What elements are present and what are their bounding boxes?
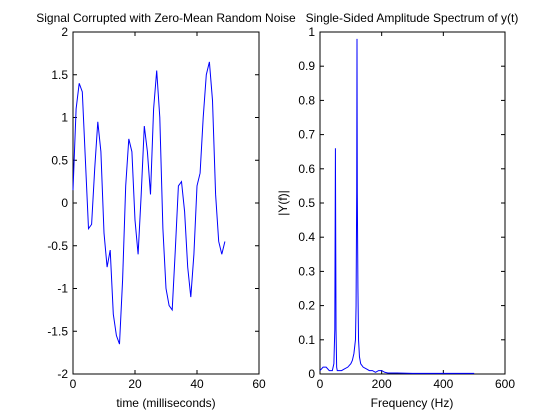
right-chart-title: Single-Sided Amplitude Spectrum of y(t) xyxy=(306,11,519,25)
left-y-tick-label: 2 xyxy=(61,25,68,39)
right-y-tick-label: 0 xyxy=(308,367,315,381)
left-signal-line xyxy=(72,61,226,345)
right-y-tick-label: 0.4 xyxy=(298,230,315,244)
right-x-tick-label: 400 xyxy=(433,377,453,391)
right-y-axis-label: |Y(f)| xyxy=(276,190,290,216)
right-x-tick-label: 200 xyxy=(372,377,392,391)
left-x-tick-label: 0 xyxy=(70,377,77,391)
right-y-tick-label: 0.9 xyxy=(298,59,315,73)
right-axes-ticks: 0 200 400 600 0 0.1 0.2 0.3 0.4 0.5 0.6 0.7 0.8 0.9 1 xyxy=(298,25,515,391)
left-y-tick-label: 0 xyxy=(61,196,68,210)
left-y-tick-label: -1.5 xyxy=(47,324,68,338)
right-y-tick-label: 0.8 xyxy=(298,93,315,107)
left-y-tick-label: 1.5 xyxy=(51,68,68,82)
left-x-tick-label: 20 xyxy=(128,377,142,391)
right-y-tick-label: 0.1 xyxy=(298,333,315,347)
left-chart-title: Signal Corrupted with Zero-Mean Random N… xyxy=(36,11,296,25)
left-y-tick-label: -1 xyxy=(57,282,68,296)
left-y-tick-label: -0.5 xyxy=(47,239,68,253)
right-y-tick-label: 0.5 xyxy=(298,196,315,210)
right-x-tick-label: 0 xyxy=(317,377,324,391)
right-x-axis-label: Frequency (Hz) xyxy=(371,396,454,410)
right-axes-frame xyxy=(319,31,506,375)
left-axes-frame xyxy=(72,31,260,375)
left-y-tick-label: 0.5 xyxy=(51,153,68,167)
right-y-tick-label: 0.6 xyxy=(298,162,315,176)
right-y-tick-label: 0.7 xyxy=(298,128,315,142)
left-y-tick-label: 1 xyxy=(61,111,68,125)
right-y-tick-label: 0.2 xyxy=(298,299,315,313)
left-x-axis-label: time (milliseconds) xyxy=(116,396,215,410)
right-y-tick-label: 1 xyxy=(308,25,315,39)
left-axes-ticks: 0 20 40 60 -2 -1.5 -1 -0.5 0 0.5 1 1.5 2 xyxy=(47,25,266,391)
left-y-tick-label: -2 xyxy=(57,367,68,381)
left-subplot: 0 20 40 60 -2 -1.5 -1 -0.5 0 0.5 1 1.5 2 Signal Corr… xyxy=(36,11,296,410)
right-y-tick-label: 0.3 xyxy=(298,264,315,278)
right-spectrum-line xyxy=(319,38,475,374)
right-subplot: 0 200 400 60000.10.20.30.40.50.60.70.80.91 … xyxy=(276,11,518,410)
left-x-tick-label: 40 xyxy=(190,377,204,391)
left-x-tick-label: 60 xyxy=(252,377,266,391)
right-x-tick-label: 600 xyxy=(495,377,515,391)
